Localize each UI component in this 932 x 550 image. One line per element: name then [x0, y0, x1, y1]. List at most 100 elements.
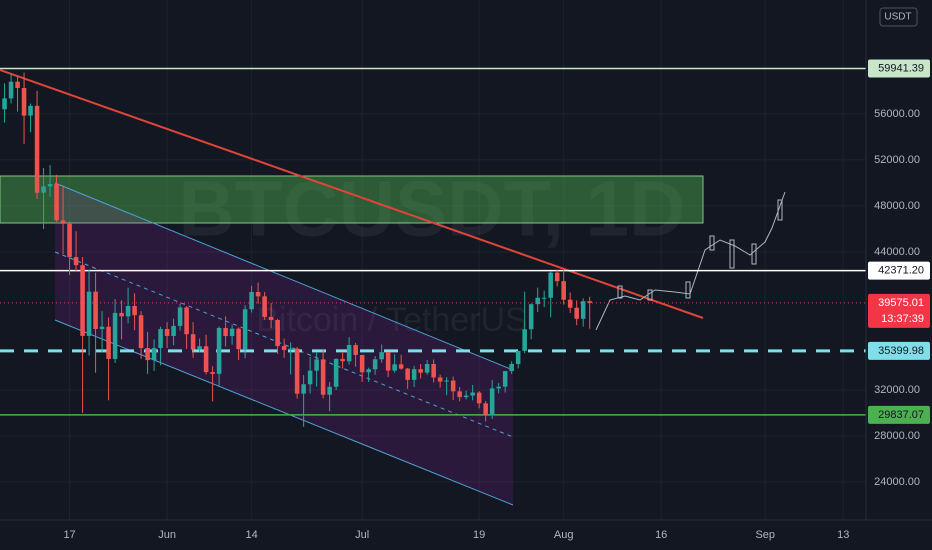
candle-body [197, 346, 202, 350]
candle-body [34, 105, 40, 193]
candle-body [392, 364, 397, 371]
candle-body [15, 81, 20, 89]
candle-body [223, 327, 228, 337]
candle-body [411, 369, 417, 380]
candle-body [54, 184, 59, 221]
ghost-bar [647, 289, 653, 301]
candle-body [535, 297, 540, 305]
candle-body [177, 307, 183, 326]
y-tick-label: 56000.00 [874, 108, 920, 120]
candle-body [567, 299, 573, 308]
candle-body [249, 291, 254, 310]
candle-body [554, 272, 560, 282]
price-lines [0, 67, 866, 416]
candle-body [476, 392, 482, 404]
candle-body [366, 369, 371, 373]
candle-body [307, 370, 313, 385]
price-label-box [868, 261, 930, 280]
ghost-bar [777, 199, 783, 221]
x-tick-label: 13 [837, 529, 849, 541]
candle-body [327, 386, 332, 395]
candle-body [457, 391, 462, 398]
candles [2, 72, 592, 427]
last-price-label: 39575.01 [878, 297, 924, 309]
candle-body [548, 272, 553, 298]
y-tick-label: 44000.00 [874, 246, 920, 258]
candle-body [60, 220, 66, 224]
candle-body [359, 355, 365, 373]
candle-body [158, 329, 163, 349]
candle-body [171, 325, 176, 336]
candle-body [320, 359, 326, 395]
candle-body [262, 296, 267, 317]
candle-body [288, 348, 293, 350]
candle-body [301, 384, 306, 394]
candle-body [190, 334, 196, 350]
price-label: 42371.20 [878, 265, 924, 277]
candle-body [255, 291, 261, 297]
y-tick-label: 24000.00 [874, 476, 920, 488]
candle-body [418, 369, 423, 373]
candle-body [528, 304, 534, 330]
currency-badge[interactable] [879, 7, 918, 27]
candle-body [268, 316, 274, 320]
y-tick-label: 28000.00 [874, 430, 920, 442]
price-label-box [868, 59, 930, 78]
candle-body [99, 326, 105, 330]
candle-body [346, 345, 352, 362]
candle-body [580, 301, 586, 319]
candle-body [431, 364, 436, 378]
candle-body [210, 372, 215, 374]
price-label-box [868, 405, 930, 424]
x-tick-label: 19 [473, 529, 485, 541]
candle-body [281, 346, 287, 350]
projection-bars [617, 199, 783, 301]
channel-top [54, 182, 514, 371]
candle-body [587, 301, 592, 303]
y-tick-label: 48000.00 [874, 200, 920, 212]
x-tick-label: Jul [355, 529, 369, 541]
candle-body [86, 291, 92, 336]
candle-body [145, 348, 150, 361]
candle-body [496, 386, 501, 389]
candle-body [522, 329, 527, 351]
candle-body [203, 346, 209, 373]
candle-body [541, 297, 547, 299]
ghost-bar [709, 235, 715, 251]
watermark-symbol: BTCUSDT, 1D [178, 165, 685, 253]
channel-mid [54, 251, 514, 438]
candle-body [125, 306, 131, 317]
candle-body [405, 368, 410, 380]
candle-body [314, 359, 319, 371]
grid [0, 0, 866, 520]
axis-labels: 24000.00 28000.00 32000.00 44000.00 48000.00… [63, 59, 930, 541]
candle-body [502, 371, 508, 387]
supply-zone [0, 175, 704, 224]
candle-body [236, 328, 241, 350]
candle-body [463, 395, 469, 398]
candle-body [561, 281, 566, 300]
candle-body [333, 358, 339, 387]
y-tick-label: 52000.00 [874, 154, 920, 166]
x-tick-label: Aug [554, 529, 574, 541]
candle-body [164, 329, 170, 336]
candle-body [216, 327, 222, 374]
price-label-box [868, 341, 930, 360]
candle-body [138, 315, 144, 349]
candle-body [437, 377, 443, 382]
ghost-bar [729, 239, 735, 269]
candle-body [2, 98, 7, 110]
x-tick-label: 17 [63, 529, 75, 541]
candle-body [372, 359, 378, 370]
candle-body [184, 307, 189, 335]
candle-body [450, 380, 456, 392]
candle-body [398, 364, 404, 369]
candle-body [21, 88, 27, 116]
candle-body [73, 257, 79, 266]
ghost-bar [685, 281, 691, 299]
y-tick-label: 32000.00 [874, 384, 920, 396]
candle-body [242, 309, 248, 350]
ghost-bar [751, 243, 757, 265]
